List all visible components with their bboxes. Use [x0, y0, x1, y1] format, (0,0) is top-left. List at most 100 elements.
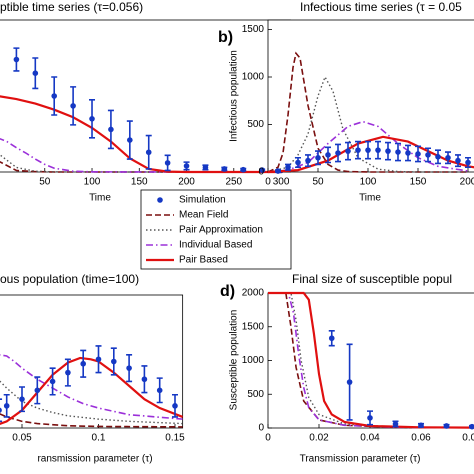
x-tick-label: 0.15	[165, 433, 185, 444]
axes-box	[267, 292, 474, 429]
simulation-point	[295, 159, 301, 166]
simulation-point	[202, 164, 209, 171]
simulation-point	[345, 148, 351, 154]
simulation-point	[126, 365, 132, 371]
simulation-point	[328, 335, 335, 342]
simulation-point	[141, 376, 148, 383]
chart-title: ous population (time=100)	[0, 272, 139, 286]
y-tick-label: 1500	[242, 24, 265, 35]
simulation-point	[127, 137, 133, 143]
error-bar	[0, 398, 3, 423]
simulation-point	[418, 422, 424, 429]
simulation-point	[19, 396, 25, 402]
chart-title: Final size of susceptible popul	[292, 272, 452, 286]
x-tick-label: 50	[39, 177, 51, 188]
x-tick-label: 0	[265, 433, 271, 444]
simulation-point	[51, 93, 58, 99]
legend: Simulation Mean Field Pair Approximation In…	[140, 189, 292, 270]
simulation-point	[285, 164, 291, 171]
simulation-point	[3, 403, 10, 409]
chart-title: Infectious time series (τ = 0.05	[300, 0, 462, 14]
simulation-point	[325, 152, 331, 158]
simulation-point	[443, 423, 450, 429]
simulation-point	[32, 70, 39, 76]
simulation-point	[95, 356, 102, 363]
simulation-point	[392, 421, 399, 427]
simulation-point	[240, 166, 247, 173]
simulation-point	[111, 358, 117, 365]
simulation-point	[445, 154, 451, 161]
simulation-point	[305, 157, 311, 164]
axes-box	[267, 19, 474, 173]
simulation-point	[275, 168, 281, 174]
simulation-point	[415, 151, 421, 157]
simulation-point	[355, 147, 361, 153]
simulation-point	[465, 159, 471, 166]
simulation-point	[367, 415, 373, 421]
simulation-point	[395, 149, 401, 155]
y-tick-label: 0	[258, 423, 264, 434]
legend-label: Mean Field	[179, 210, 228, 221]
x-tick-label: 0.08	[462, 433, 474, 444]
y-tick-label: 500	[247, 389, 264, 400]
axes-box	[0, 294, 184, 429]
simulation-point	[80, 360, 86, 367]
series-line	[267, 120, 469, 173]
series-line	[0, 137, 282, 173]
y-tick-label: 1500	[242, 321, 265, 332]
series-line	[268, 291, 474, 429]
series-line	[0, 356, 184, 425]
simulation-point	[156, 387, 163, 394]
simulation-point	[13, 56, 20, 63]
legend-label: Simulation	[179, 195, 226, 206]
x-tick-label: 0.02	[309, 433, 329, 444]
simulation-point	[70, 103, 76, 109]
series-line	[0, 354, 183, 420]
x-tick-label: 50	[312, 177, 324, 188]
series-line	[0, 380, 183, 425]
simulation-point	[435, 154, 441, 160]
y-axis-label: Susceptible population	[229, 310, 240, 411]
simulation-point	[164, 160, 171, 166]
x-tick-label: 0.05	[12, 433, 32, 444]
series-line	[267, 75, 468, 173]
x-tick-label: 250	[225, 177, 242, 188]
x-axis-label: Time	[89, 193, 111, 204]
x-tick-label: 0.06	[411, 433, 431, 444]
simulation-point	[172, 403, 178, 409]
simulation-point	[385, 148, 391, 154]
simulation-point	[455, 157, 461, 164]
x-tick-label: 100	[84, 177, 101, 188]
simulation-point	[346, 379, 353, 385]
simulation-point	[315, 154, 321, 161]
axes-box	[0, 19, 291, 173]
y-tick-label: 1000	[242, 355, 265, 366]
x-axis-label: Time	[359, 193, 381, 204]
y-tick-label: 500	[247, 119, 264, 130]
simulation-point	[49, 378, 56, 385]
panel-label: b)	[218, 29, 233, 46]
panel-label: d)	[220, 283, 235, 300]
x-axis-label: ransmission parameter (τ)	[37, 454, 152, 465]
simulation-point	[259, 167, 265, 173]
legend-marker	[157, 197, 163, 203]
legend-label: Individual Based	[179, 240, 252, 251]
simulation-point	[0, 407, 2, 413]
x-tick-label: 0.1	[92, 433, 106, 444]
x-tick-label: 100	[360, 177, 377, 188]
x-tick-label: 300	[273, 177, 290, 188]
x-tick-label: 150	[131, 177, 148, 188]
simulation-point	[183, 163, 190, 169]
y-axis-label: Infectious population	[229, 50, 240, 142]
x-tick-label: 150	[410, 177, 427, 188]
y-tick-label: 0	[258, 167, 264, 178]
y-tick-label: 1000	[242, 72, 265, 83]
simulation-point	[34, 387, 41, 394]
simulation-point	[335, 150, 341, 156]
simulation-point	[221, 166, 228, 172]
series-line	[268, 292, 474, 429]
x-tick-label: 0.04	[360, 433, 380, 444]
y-tick-label: 2000	[242, 288, 265, 299]
series-line	[0, 413, 183, 428]
